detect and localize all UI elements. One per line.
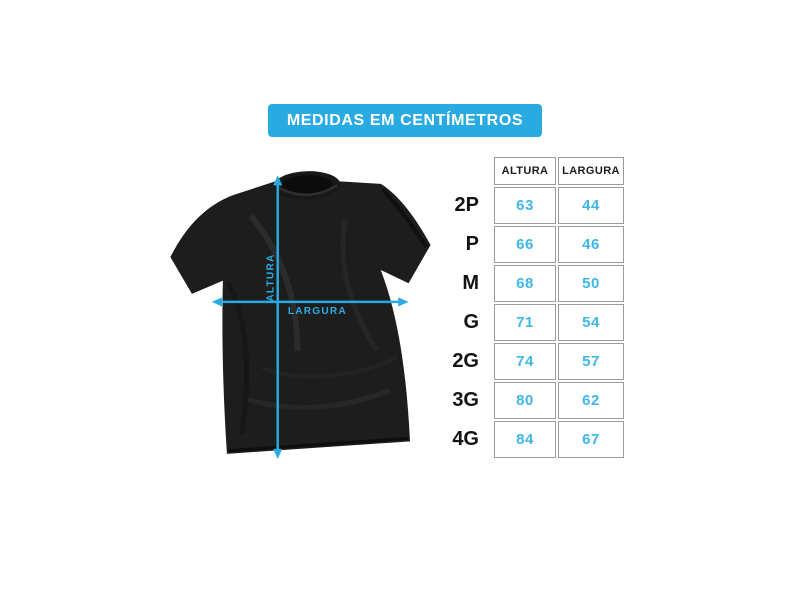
width-arrow [211, 297, 409, 307]
size-label: 4G [452, 428, 479, 450]
largura-value: 46 [558, 226, 624, 263]
height-arrow [273, 175, 283, 459]
table-row: P 66 46 [439, 226, 624, 263]
size-label: P [465, 233, 479, 255]
altura-value: 80 [494, 382, 556, 419]
title-banner: MEDIDAS EM CENTÍMETROS [268, 104, 542, 137]
altura-value: 71 [494, 304, 556, 341]
size-label: M [462, 272, 479, 294]
altura-value: 84 [494, 421, 556, 458]
size-label: 2G [452, 350, 479, 372]
table-row: 3G 80 62 [439, 382, 624, 419]
table-row: 4G 84 67 [439, 421, 624, 458]
table-row: 2G 74 57 [439, 343, 624, 380]
largura-value: 62 [558, 382, 624, 419]
page-title: MEDIDAS EM CENTÍMETROS [286, 111, 524, 129]
table-row: M 68 50 [439, 265, 624, 302]
column-header-largura: LARGURA [558, 157, 624, 185]
tshirt-shape [170, 171, 431, 454]
header-spacer [439, 157, 479, 185]
collar [273, 171, 341, 200]
column-header-altura: ALTURA [494, 157, 556, 185]
height-label: ALTURA [266, 253, 277, 301]
size-label: 2P [454, 194, 479, 216]
table-row: 2P 63 44 [439, 187, 624, 224]
altura-value: 66 [494, 226, 556, 263]
tshirt-diagram: ALTURA LARGURA [148, 158, 452, 462]
size-table: ALTURA LARGURA 2P 63 44 P 66 46 M 68 50 … [439, 157, 624, 460]
altura-value: 68 [494, 265, 556, 302]
largura-value: 57 [558, 343, 624, 380]
largura-value: 67 [558, 421, 624, 458]
table-header-row: ALTURA LARGURA [439, 157, 624, 185]
largura-value: 44 [558, 187, 624, 224]
largura-value: 50 [558, 265, 624, 302]
largura-value: 54 [558, 304, 624, 341]
size-label: 3G [452, 389, 479, 411]
table-row: G 71 54 [439, 304, 624, 341]
altura-value: 74 [494, 343, 556, 380]
altura-value: 63 [494, 187, 556, 224]
tshirt-graphic: ALTURA LARGURA [170, 171, 431, 459]
size-label: G [463, 311, 479, 333]
width-label: LARGURA [288, 306, 347, 317]
